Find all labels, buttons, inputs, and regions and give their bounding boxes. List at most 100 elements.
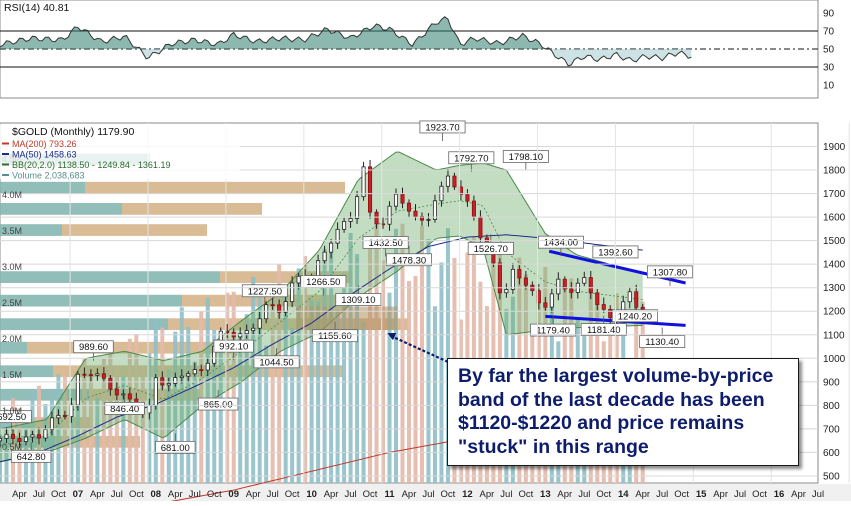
volume-by-price-bar (0, 181, 85, 194)
candle-body (186, 373, 191, 377)
price-label: 642.80 (17, 452, 46, 463)
candle-body (601, 304, 606, 310)
x-tick-label: Oct (518, 489, 533, 500)
candle-body (251, 327, 256, 331)
rsi-tick-label: 90 (823, 9, 835, 20)
price-tick-label: 900 (823, 377, 840, 388)
price-tick-label: 1800 (823, 166, 846, 177)
candle-body (426, 218, 431, 221)
volume-bar (303, 256, 308, 483)
price-label: 1130.40 (645, 337, 679, 348)
callout-arrow-group (387, 333, 458, 368)
price-label-box (646, 265, 693, 279)
volume-by-price-bar (0, 203, 122, 215)
volume-bar (251, 276, 256, 483)
candle-body (199, 369, 204, 372)
price-label: 1798.10 (509, 152, 543, 163)
price-tick-label: 1000 (823, 354, 846, 365)
volume-bar (166, 369, 171, 483)
volume-bar (329, 252, 334, 483)
price-label-box (0, 410, 32, 424)
candle-body (523, 277, 528, 286)
ma50-line (0, 234, 643, 463)
candle-body (56, 414, 61, 419)
volume-by-price-bar (0, 388, 90, 401)
volume-bar (381, 260, 386, 483)
candle-body (121, 393, 126, 396)
x-tick-label: 13 (540, 489, 551, 500)
volume-bar (114, 365, 119, 483)
candle-body (361, 166, 366, 198)
candle-body (166, 383, 171, 386)
volume-bar (335, 310, 340, 483)
volume-bar (394, 228, 399, 483)
callout-line: $1120-$1220 and price remains (458, 412, 745, 434)
candle-body (445, 175, 450, 187)
candle-body (387, 205, 392, 225)
x-tick-label: 14 (618, 489, 629, 500)
legend-entry: MA(200) 793.26 (12, 139, 77, 149)
volume-by-price-bar (0, 294, 182, 307)
price-tick-label: 500 (823, 471, 840, 482)
x-tick-label: Apr (480, 489, 495, 500)
volume-bar (400, 223, 405, 484)
volume-bar (432, 306, 437, 483)
candle-body (517, 268, 522, 279)
price-label: 1179.40 (536, 326, 570, 337)
price-label-box (537, 235, 584, 249)
candle-body (595, 292, 600, 305)
x-tick-label: 10 (306, 489, 317, 500)
rsi-line (0, 16, 692, 67)
price-label-box (155, 440, 196, 454)
volume-bar (244, 314, 249, 483)
price-tick-label: 1100 (823, 330, 845, 341)
x-tick-label: Jul (656, 489, 668, 500)
candle-body (290, 282, 295, 303)
volume-by-price-bar (0, 341, 27, 354)
price-tick-label: 1900 (823, 142, 846, 153)
price-label-box (467, 241, 514, 255)
volume-bar (95, 397, 100, 483)
rsi-fill-above (0, 16, 692, 49)
volume-bar (0, 434, 3, 483)
candle-body (413, 210, 418, 217)
volume-bar (257, 290, 262, 483)
candle-body (419, 216, 425, 221)
volume-bar (309, 299, 314, 483)
price-label: 1227.50 (248, 286, 282, 297)
x-tick-label: 08 (151, 489, 162, 500)
x-tick-label: Jul (33, 489, 45, 500)
candle-body (277, 304, 282, 313)
volume-bar (283, 292, 288, 483)
volume-bar (62, 375, 67, 483)
candle-body (406, 202, 412, 212)
volume-tick-label: 1.5M (2, 370, 22, 380)
volume-bar (270, 290, 275, 483)
candle-body (0, 438, 3, 442)
price-tick-label: 1600 (823, 213, 846, 224)
volume-bar (192, 361, 197, 483)
price-label: 1155.60 (318, 331, 352, 342)
candle-body (43, 429, 48, 439)
candle-body (329, 242, 334, 253)
volume-tick-label: 2.0M (2, 334, 22, 344)
volume-bar (238, 336, 243, 483)
symbol-label: $GOLD (Monthly) 1179.90 (12, 126, 135, 138)
candle-body (36, 434, 41, 439)
candle-body (62, 414, 67, 417)
price-tick-label: 1700 (823, 189, 846, 200)
x-tick-label: Jul (422, 489, 434, 500)
volume-tick-label: 3.0M (2, 262, 22, 272)
volume-tick-label: 3.5M (2, 226, 22, 236)
candle-body (127, 393, 132, 400)
x-tick-label: Oct (596, 489, 611, 500)
volume-by-price-bar (0, 318, 168, 331)
highlight-band-group (296, 306, 398, 331)
x-tick-label: Jul (111, 489, 123, 500)
candle-body (49, 417, 54, 430)
candle-body (432, 200, 437, 220)
candle-body (393, 193, 399, 207)
x-tick-label: Oct (129, 489, 144, 500)
x-tick-label: Apr (402, 489, 417, 500)
volume-bar (342, 274, 347, 483)
